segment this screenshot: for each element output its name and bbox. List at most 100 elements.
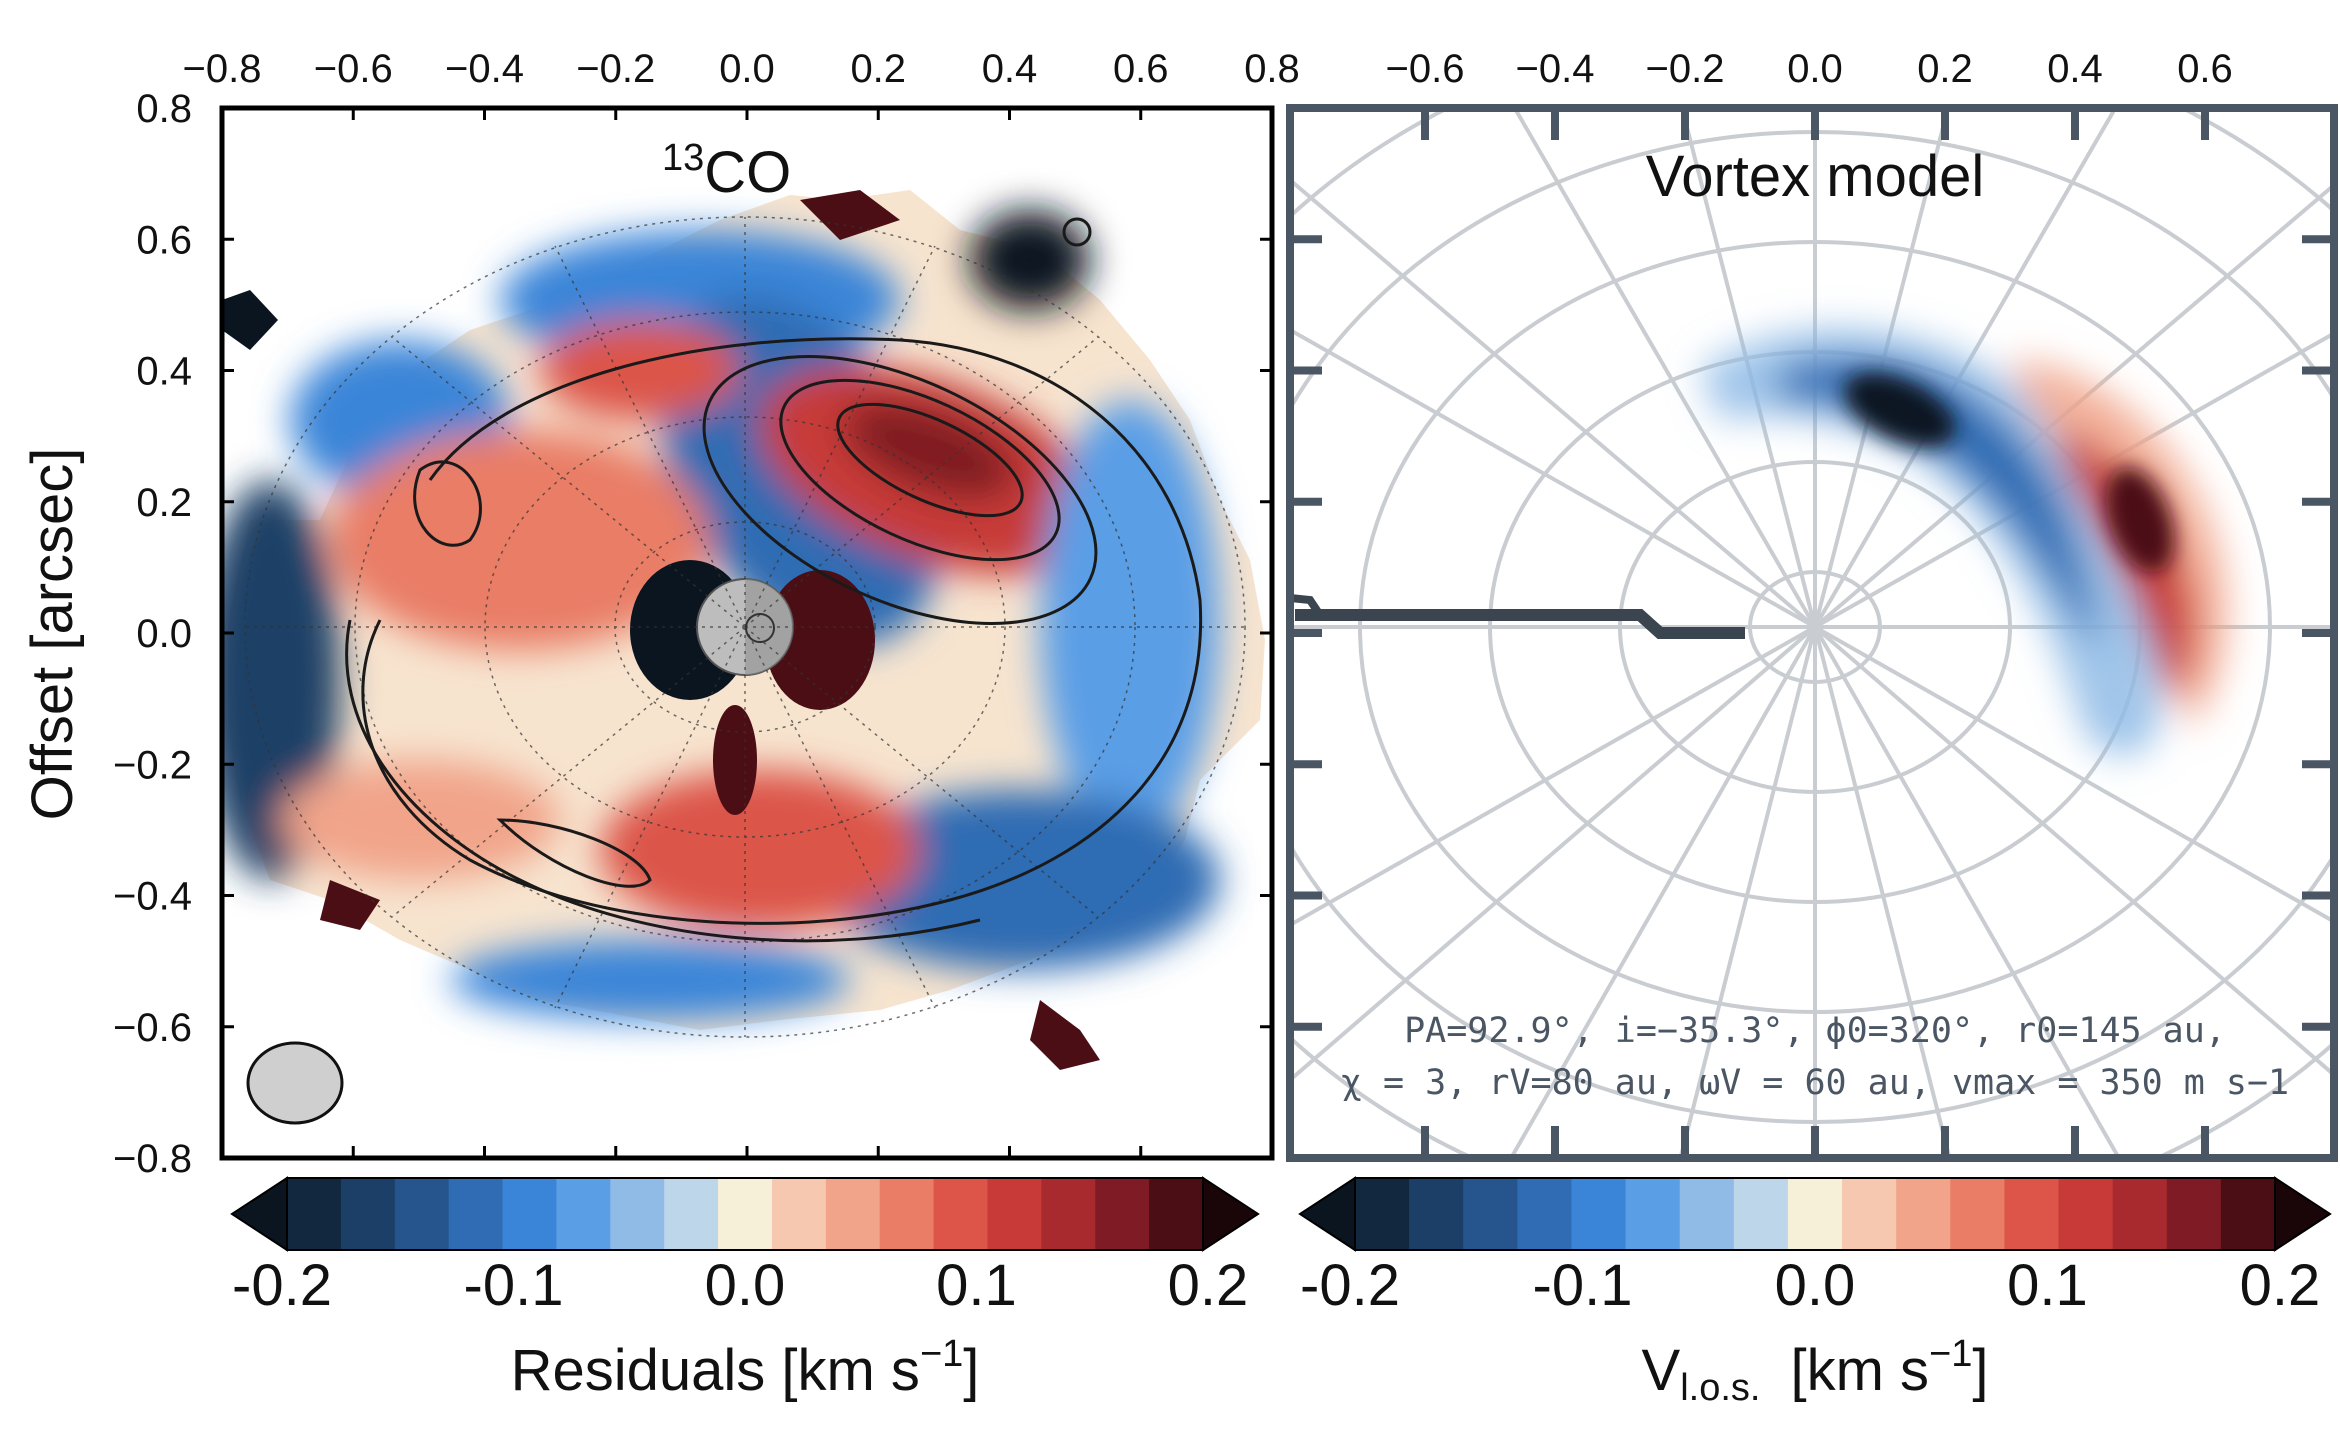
colorbar-swatch [2058, 1178, 2114, 1250]
red-lobe-core [2106, 467, 2174, 573]
colorbar-left: -0.2 -0.1 0.0 0.1 0.2 [230, 1176, 1260, 1318]
colorbar-tick-label: 0.2 [1168, 1253, 1249, 1318]
x-tick-label: −0.4 [1516, 47, 1595, 91]
x-tick-label: 0.8 [1244, 47, 1300, 91]
colorbar-swatch [1733, 1178, 1789, 1250]
y-tick-label: −0.6 [113, 1006, 192, 1050]
colorbar-tick-label: -0.2 [232, 1253, 332, 1318]
right-ticks: −0.6 −0.4 −0.2 0.0 0.2 0.4 0.6 [1290, 47, 2334, 1162]
dark-pixel-2 [1030, 1000, 1100, 1070]
x-tick-label: −0.2 [1646, 47, 1725, 91]
model-parameters-line1: PA=92.9°, i=−35.3°, ϕ0=320°, r0=145 au, [1404, 1011, 2226, 1051]
blue-bottom-right [820, 790, 1220, 970]
colorbar-swatch [2166, 1178, 2222, 1250]
residual-map [222, 190, 1265, 1070]
x-tick-label: 0.0 [1787, 47, 1843, 91]
colorbar-swatch [1095, 1178, 1150, 1250]
colorbar-swatch [287, 1178, 342, 1250]
colorbar-tick-label: -0.1 [1533, 1253, 1633, 1318]
colorbar-swatch [2112, 1178, 2168, 1250]
colorbar-swatch [1517, 1178, 1573, 1250]
colorbar-swatch [825, 1178, 881, 1250]
x-tick-label: −0.6 [314, 47, 393, 91]
contours [345, 217, 1203, 943]
left-panel: −0.8 −0.6 −0.4 −0.2 0.0 0.2 0.4 0.6 0.8 0.8 0.6 0.4… [20, 47, 1300, 1181]
x-tick-label: 0.6 [1113, 47, 1169, 91]
colorbar-swatch [502, 1178, 558, 1250]
x-tick-label: 0.4 [982, 47, 1038, 91]
colorbar-tick-label: 0.1 [936, 1253, 1017, 1318]
red-lobe [2060, 430, 2194, 700]
y-tick-label: −0.2 [113, 743, 192, 787]
blue-lobe-core [1844, 372, 1956, 448]
colorbar-left-label: Residuals [km s−1] [511, 1333, 980, 1403]
colorbar-swatch [933, 1178, 989, 1250]
blue-lobe-halo [1700, 328, 2161, 757]
colorbar-swatch [879, 1178, 935, 1250]
colorbar-swatch [340, 1178, 396, 1250]
colorbar-tick-label: -0.2 [1300, 1253, 1400, 1318]
inner-red [765, 570, 875, 710]
colorbar-right: -0.2 -0.1 0.0 0.1 0.2 [1298, 1176, 2332, 1318]
beam-ellipse [246, 1041, 344, 1125]
colorbar-extend-high [2274, 1176, 2332, 1252]
colorbar-swatch [1149, 1178, 1204, 1250]
colorbar-swatch [1679, 1178, 1735, 1250]
y-tick-label: −0.8 [113, 1137, 192, 1181]
colorbar-swatch [1950, 1178, 2006, 1250]
colorbar-swatch [1409, 1178, 1464, 1250]
x-tick-label: −0.6 [1386, 47, 1465, 91]
x-tick-label: 0.0 [719, 47, 775, 91]
colorbar-swatch [664, 1178, 719, 1250]
colorbar-swatch [556, 1178, 611, 1250]
colorbar-swatch [987, 1178, 1042, 1250]
colorbar-extend-low [1298, 1176, 1356, 1252]
colorbar-swatch [1571, 1178, 1627, 1250]
polar-grid-left [244, 216, 1246, 1038]
y-axis-label: Offset [arcsec] [20, 448, 85, 821]
x-tick-label: 0.6 [2177, 47, 2233, 91]
dark-pixel-3 [800, 190, 900, 240]
colorbar-tick-label: 0.1 [2007, 1253, 2088, 1318]
colorbar-tick-label: 0.0 [705, 1253, 786, 1318]
colorbar-swatch [1463, 1178, 1518, 1250]
colorbar-frame [286, 1177, 1204, 1251]
left-ticks: −0.8 −0.6 −0.4 −0.2 0.0 0.2 0.4 0.6 0.8 0.8 0.6 0.4… [113, 47, 1300, 1181]
y-tick-label: 0.0 [136, 612, 192, 656]
red-arc-core [844, 401, 1016, 499]
x-tick-label: 0.2 [850, 47, 906, 91]
x-tick-label: −0.8 [183, 47, 262, 91]
colorbar-swatch [771, 1178, 827, 1250]
y-tick-label: 0.4 [136, 350, 192, 394]
colorbar-extend-low [230, 1176, 288, 1252]
colorbar-tick-label: 0.2 [2240, 1253, 2321, 1318]
right-title: Vortex model [1646, 144, 1985, 209]
colorbar-swatch [2220, 1178, 2276, 1250]
colorbar-swatch [718, 1178, 773, 1250]
colorbar-swatch [1625, 1178, 1681, 1250]
blue-right [1040, 400, 1220, 840]
blue-bottom [450, 940, 850, 1020]
y-tick-label: −0.4 [113, 875, 192, 919]
x-tick-label: 0.2 [1917, 47, 1973, 91]
x-tick-label: −0.2 [576, 47, 655, 91]
red-lower [600, 770, 920, 930]
y-tick-label: 0.2 [136, 481, 192, 525]
colorbar-swatch [610, 1178, 665, 1250]
right-panel: −0.6 −0.4 −0.2 0.0 0.2 0.4 0.6 Vortex model PA… [1286, 47, 2338, 1162]
colorbar-swatch [1896, 1178, 1951, 1250]
colorbar-frame [1354, 1177, 2276, 1251]
colorbar-extend-high [1202, 1176, 1260, 1252]
red-upper-mid [540, 320, 740, 420]
inner-red-streak [713, 705, 757, 815]
left-title: 13CO [662, 137, 791, 205]
inner-edge-line [1295, 609, 1745, 639]
colorbar-swatch [1787, 1178, 1843, 1250]
x-tick-label: 0.4 [2047, 47, 2103, 91]
colorbar-tick-label: 0.0 [1775, 1253, 1856, 1318]
colorbar-swatch [2004, 1178, 2060, 1250]
dark-pixel-4 [320, 880, 380, 930]
colorbar-swatch [1355, 1178, 1410, 1250]
colorbar-swatch [394, 1178, 450, 1250]
